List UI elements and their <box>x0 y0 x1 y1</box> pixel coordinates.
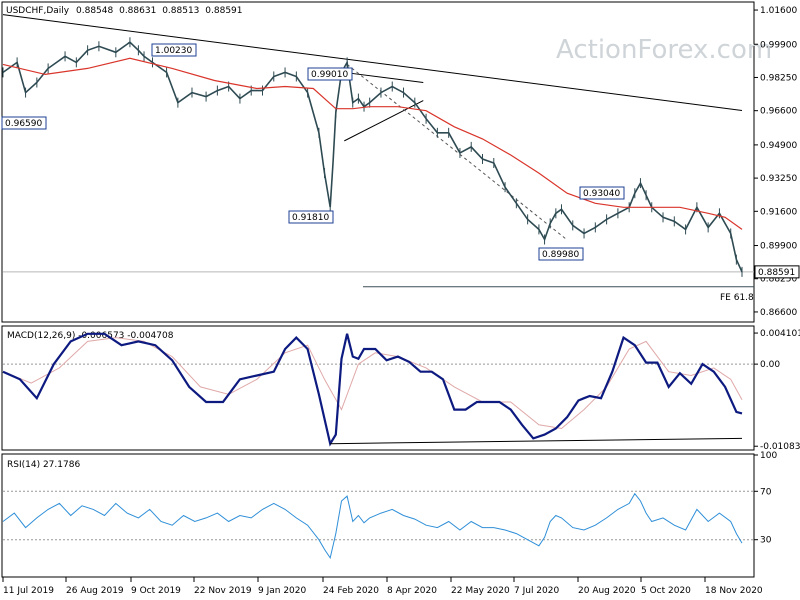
callout-box <box>288 210 334 224</box>
price-tick-label: 0.93250 <box>760 174 797 184</box>
triangle-line <box>344 71 424 83</box>
price-panel-frame <box>1 1 755 323</box>
moving-average-line <box>2 57 743 230</box>
price-tick-label: 0.89900 <box>760 242 797 252</box>
triangle-line <box>344 100 424 142</box>
macd-title: MACD(12,26,9) -0.006573 -0.004708 <box>7 331 174 341</box>
callout-label: 0.96590 <box>5 119 42 129</box>
ohlc-close: 0.88591 <box>205 6 242 16</box>
header-symbol: USDCHF,Daily 0.88548 0.88631 0.88513 0.8… <box>6 6 243 16</box>
date-tick-label: 22 May 2020 <box>451 586 510 596</box>
date-tick-label: 9 Oct 2019 <box>131 586 181 596</box>
callout-label: 0.89980 <box>542 250 579 260</box>
macd-line <box>2 332 743 447</box>
date-tick-label: 22 Nov 2019 <box>194 586 252 596</box>
rsi-tick-label: 70 <box>760 487 772 497</box>
price-tick-label: 0.88250 <box>760 275 797 285</box>
price-tick-label: 0.96600 <box>760 107 797 117</box>
callout-label: 0.99010 <box>311 70 348 80</box>
rsi-layer <box>2 490 754 560</box>
date-tick-label: 8 Apr 2020 <box>387 586 437 596</box>
date-tick-label: 26 Aug 2019 <box>66 586 124 596</box>
timeframe-label: Daily <box>46 6 69 16</box>
dashed-projection-line <box>346 63 568 241</box>
rsi-tick-label: 100 <box>760 451 777 461</box>
rsi-line <box>2 492 743 560</box>
rsi-panel-frame <box>1 453 755 578</box>
date-tick-label: 5 Oct 2020 <box>641 586 691 596</box>
date-tick-label: 7 Jul 2020 <box>514 586 559 596</box>
callout-box <box>151 43 197 57</box>
macd-support-line <box>330 437 743 445</box>
macd-tick-label: 0.00 <box>760 360 780 370</box>
price-tick-label: 0.86600 <box>760 308 797 318</box>
price-series-line <box>2 41 743 273</box>
last-price-label: 0.88591 <box>758 268 795 278</box>
date-tick-label: 9 Jan 2020 <box>258 586 306 596</box>
ohlc-high: 0.88631 <box>119 6 156 16</box>
symbol-label: USDCHF <box>6 6 43 16</box>
macd-panel-frame <box>1 325 755 451</box>
last-price-box <box>754 265 800 279</box>
axis-layer: 1.01600 0.99900 0.98250 0.96600 0.94900 0.932… <box>2 6 800 596</box>
callout-box <box>1 116 47 130</box>
price-layer: 1.00230 0.96590 0.99010 0.91810 0.89980 0.930… <box>1 14 754 288</box>
date-tick-label: 11 Jul 2019 <box>3 586 54 596</box>
ohlc-open: 0.88548 <box>76 6 113 16</box>
fe-label: FE 61.8 <box>720 293 754 303</box>
rsi-tick-label: 30 <box>760 536 772 546</box>
price-tick-label: 0.94900 <box>760 141 797 151</box>
ohlc-low: 0.88513 <box>162 6 199 16</box>
callout-box <box>538 247 584 261</box>
rsi-title: RSI(14) 27.1786 <box>7 460 80 470</box>
date-tick-label: 18 Nov 2020 <box>705 586 763 596</box>
callout-label: 0.93040 <box>583 189 620 199</box>
callout-box <box>307 67 353 81</box>
date-tick-label: 24 Feb 2020 <box>323 586 379 596</box>
macd-layer <box>2 332 754 447</box>
watermark: ActionForex.com <box>556 35 772 65</box>
date-tick-label: 20 Aug 2020 <box>578 586 636 596</box>
long-trendline <box>2 14 743 111</box>
macd-tick-label: 0.004101 <box>760 329 800 339</box>
macd-tick-label: -0.010833 <box>760 442 800 452</box>
price-tick-label: 0.98250 <box>760 73 797 83</box>
callout-box <box>579 186 625 200</box>
callout-label: 1.00230 <box>155 46 192 56</box>
price-tick-label: 0.91600 <box>760 207 797 217</box>
price-tick-label: 0.99900 <box>760 40 797 50</box>
callout-label: 0.91810 <box>292 213 329 223</box>
price-tick-label: 1.01600 <box>760 6 797 16</box>
